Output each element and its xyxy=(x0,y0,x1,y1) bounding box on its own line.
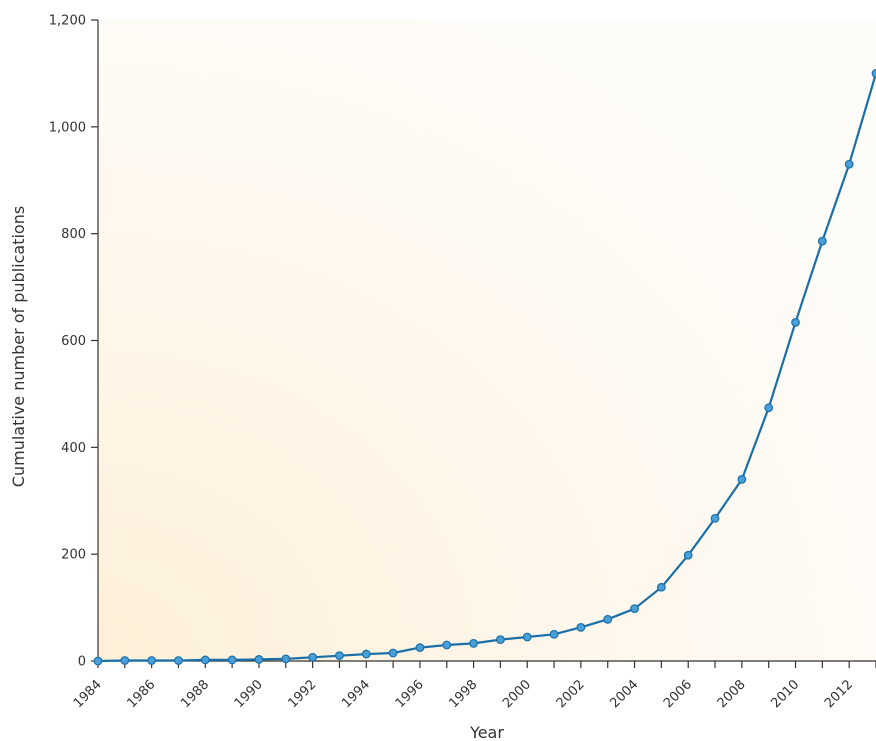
data-point xyxy=(683,550,693,560)
data-point xyxy=(120,656,130,665)
data-point xyxy=(227,655,237,665)
data-point xyxy=(549,629,559,639)
x-axis-title: Year xyxy=(469,723,504,741)
data-point xyxy=(817,236,827,246)
x-axis: 1984 1986 1988 1990 1992 1994 1996 1998 2000 2002… xyxy=(71,660,876,711)
x-tick-label: 1990 xyxy=(232,677,266,711)
series-layer xyxy=(93,69,876,666)
x-tick-label: 1996 xyxy=(393,677,427,711)
y-axis-title: Cumulative number of publications xyxy=(9,206,28,487)
data-point xyxy=(791,317,800,327)
x-tick-label: 2012 xyxy=(822,677,856,711)
data-point xyxy=(335,651,344,661)
x-tick-label: 1994 xyxy=(339,677,373,711)
data-point xyxy=(576,622,586,632)
data-point xyxy=(469,638,478,648)
x-tick-label: 1992 xyxy=(285,677,319,711)
x-tick-label: 1998 xyxy=(446,677,480,711)
x-tick-label: 2004 xyxy=(607,677,641,711)
data-point xyxy=(308,652,318,662)
x-tick-label: 2002 xyxy=(554,677,588,711)
data-point xyxy=(200,655,210,665)
data-point xyxy=(361,649,371,659)
x-tick-label: 2008 xyxy=(715,677,749,711)
y-axis: 0 200 400 600 800 1,000 1,200 xyxy=(49,14,99,670)
data-point xyxy=(844,159,854,169)
data-point xyxy=(737,474,747,484)
data-point xyxy=(522,632,532,642)
data-point xyxy=(254,654,264,664)
data-point xyxy=(764,403,774,413)
y-tick-label: 600 xyxy=(61,334,86,349)
y-tick-label: 200 xyxy=(61,548,86,563)
data-point xyxy=(630,604,639,614)
data-point xyxy=(147,656,157,665)
data-point xyxy=(871,69,876,78)
y-tick-label: 1,000 xyxy=(49,120,86,135)
data-point xyxy=(710,513,720,523)
data-point xyxy=(603,614,613,624)
data-point xyxy=(442,640,452,650)
data-point xyxy=(281,654,291,664)
data-point xyxy=(174,656,183,665)
y-tick-label: 800 xyxy=(61,227,86,242)
data-point xyxy=(656,582,666,592)
x-tick-label: 2006 xyxy=(661,677,695,711)
x-tick-label: 2000 xyxy=(500,677,534,711)
series-line xyxy=(97,73,876,663)
data-point xyxy=(93,656,103,666)
x-tick-label: 2010 xyxy=(768,677,802,711)
x-tick-label: 1988 xyxy=(178,677,212,711)
y-tick-label: 0 xyxy=(78,655,86,670)
x-tick-label: 1984 xyxy=(71,677,105,711)
data-point xyxy=(496,635,505,645)
x-tick-label: 1986 xyxy=(124,677,158,711)
y-tick-label: 1,200 xyxy=(49,14,86,29)
data-point xyxy=(415,643,425,653)
data-point xyxy=(388,648,398,658)
y-tick-label: 400 xyxy=(61,441,86,456)
plot-background xyxy=(98,20,876,661)
